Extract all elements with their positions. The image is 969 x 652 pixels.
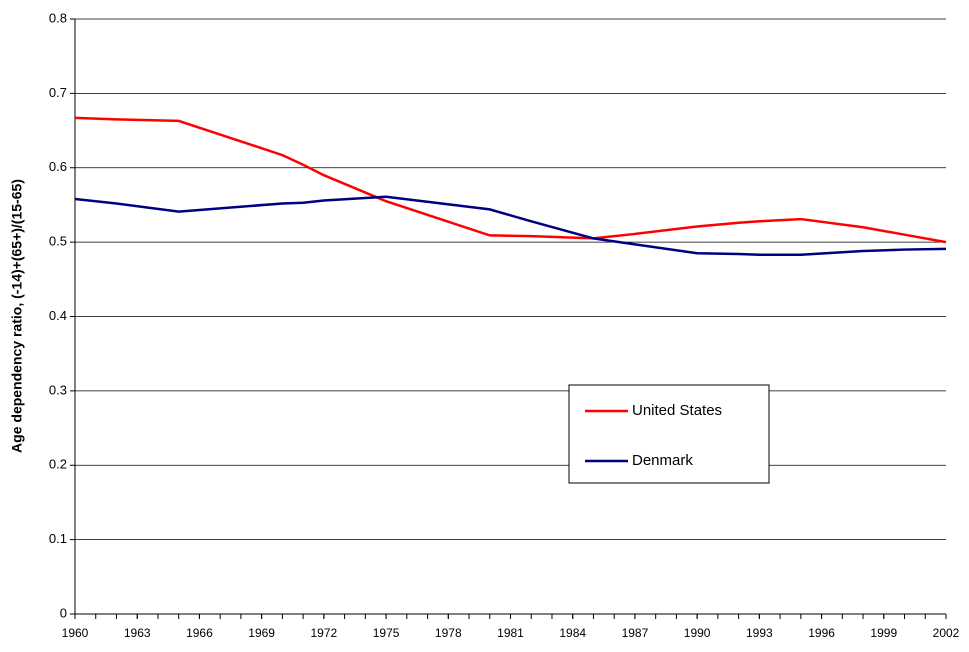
legend-label: Denmark	[632, 452, 693, 469]
x-tick-label: 1993	[746, 626, 773, 640]
x-tick-label: 1966	[186, 626, 213, 640]
x-tick-label: 1990	[684, 626, 711, 640]
x-tick-label: 1960	[62, 626, 89, 640]
x-tick-label: 1963	[124, 626, 151, 640]
x-tick-label: 1972	[311, 626, 338, 640]
x-tick-label: 2002	[933, 626, 960, 640]
y-tick-label: 0	[60, 605, 67, 620]
x-tick-label: 1984	[559, 626, 586, 640]
x-tick-label: 1975	[373, 626, 400, 640]
y-axis-label: Age dependency ratio, (-14)+(65+)/(15-65…	[9, 179, 25, 453]
x-tick-label: 1969	[248, 626, 275, 640]
x-tick-label: 1999	[870, 626, 897, 640]
y-tick-label: 0.2	[49, 457, 67, 472]
y-tick-label: 0.4	[49, 308, 67, 323]
line-series	[74, 195, 947, 257]
line-series	[74, 116, 947, 244]
x-tick-label: 1981	[497, 626, 524, 640]
x-tick-label: 1987	[622, 626, 649, 640]
y-tick-label: 0.3	[49, 382, 67, 397]
y-tick-label: 0.5	[49, 234, 67, 249]
y-tick-label: 0.6	[49, 159, 67, 174]
legend-box	[568, 384, 770, 484]
y-tick-label: 0.7	[49, 85, 67, 100]
x-tick-label: 1996	[808, 626, 835, 640]
x-tick-label: 1978	[435, 626, 462, 640]
legend-label: United States	[632, 402, 722, 419]
y-tick-label: 0.1	[49, 531, 67, 546]
y-tick-label: 0.8	[49, 10, 67, 25]
